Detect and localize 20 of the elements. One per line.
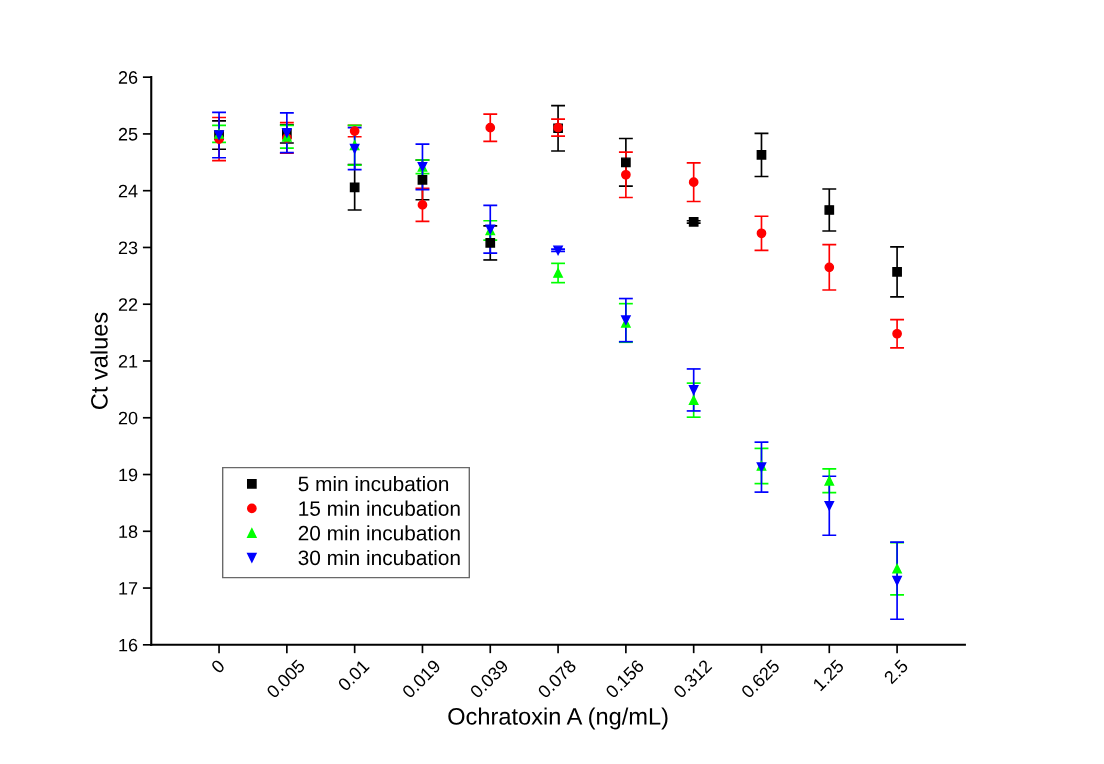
y-tick-label: 21 <box>118 354 138 368</box>
y-tick-label: 18 <box>119 525 138 539</box>
y-tick-label: 23 <box>118 241 138 255</box>
y-tick-label: 20 <box>118 411 138 425</box>
legend-label: 20 min incubation <box>298 525 460 541</box>
y-tick-label: 17 <box>119 582 138 595</box>
y-tick-label: 22 <box>118 298 138 311</box>
y-tick-label: 24 <box>118 184 138 198</box>
x-axis-title: Ochratoxin A (ng/mL) <box>448 707 668 730</box>
legend-label: 15 min incubation <box>299 500 460 516</box>
legend-label: 30 min incubation <box>298 549 460 566</box>
legend-label: 5 min incubation <box>298 475 449 492</box>
y-tick-label: 16 <box>119 638 138 652</box>
y-tick-label: 19 <box>119 468 138 482</box>
x-tick-label: 2.5 <box>883 658 909 685</box>
x-tick-label: 0.01 <box>337 658 370 692</box>
x-tick-label: 0 <box>210 658 226 674</box>
y-tick-label: 25 <box>118 127 138 141</box>
y-tick-label: 26 <box>118 71 138 84</box>
y-axis-title: Ct values <box>90 312 108 409</box>
